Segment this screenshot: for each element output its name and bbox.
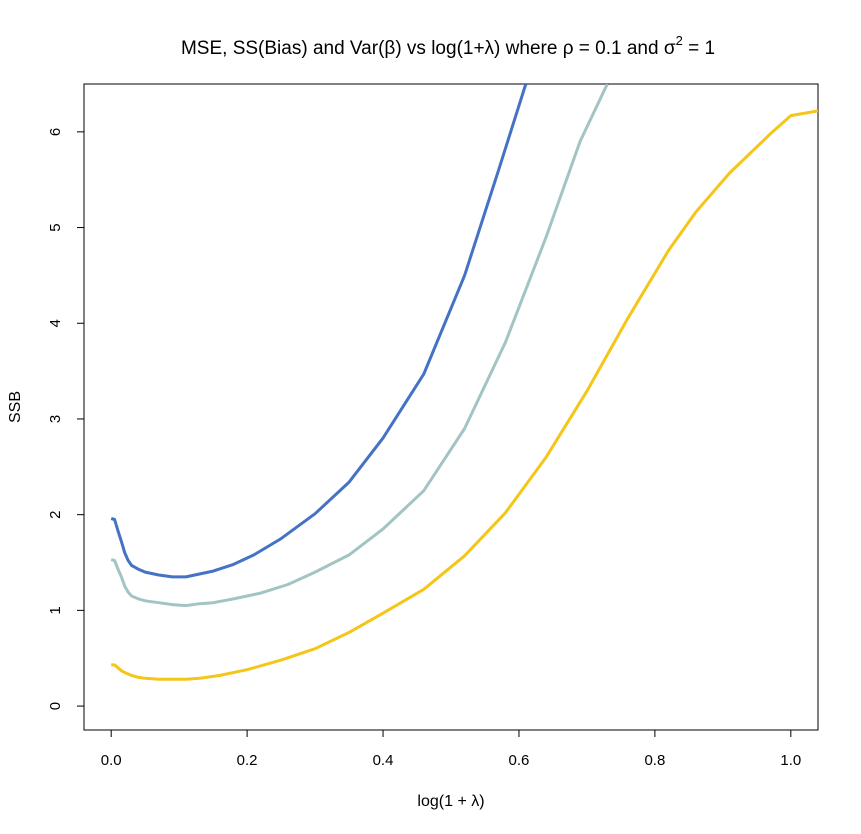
chart-title-tail: = 1 bbox=[683, 38, 715, 59]
y-tick-label: 5 bbox=[47, 223, 64, 231]
y-tick-label: 3 bbox=[47, 415, 64, 423]
chart-title: MSE, SS(Bias) and Var(β) vs log(1+λ) whe… bbox=[181, 33, 715, 59]
y-tick-label: 1 bbox=[47, 606, 64, 614]
y-tick-label: 0 bbox=[47, 702, 64, 710]
x-tick-label: 0.2 bbox=[237, 752, 258, 769]
x-tick-label: 0.6 bbox=[509, 752, 530, 769]
series-layer bbox=[110, 84, 818, 681]
series-line-2 bbox=[110, 84, 609, 608]
y-tick-label: 6 bbox=[47, 128, 64, 136]
chart-title-main: MSE, SS(Bias) and Var(β) vs log(1+λ) whe… bbox=[181, 38, 676, 59]
series-line-3 bbox=[111, 109, 818, 681]
x-axis-label: log(1 + λ) bbox=[417, 793, 484, 810]
y-tick-label: 4 bbox=[47, 319, 64, 327]
plot-frame bbox=[83, 83, 819, 731]
x-tick-label: 0.8 bbox=[644, 752, 665, 769]
y-axis-label: SSB bbox=[7, 391, 24, 423]
x-tick-label: 0.4 bbox=[373, 752, 394, 769]
y-tick-label: 2 bbox=[47, 511, 64, 519]
series-line-1 bbox=[110, 84, 528, 579]
y-axis: 0 1 2 3 4 5 6 bbox=[47, 128, 85, 710]
x-axis: 0.0 0.2 0.4 0.6 0.8 1.0 bbox=[101, 729, 801, 769]
x-tick-label: 1.0 bbox=[780, 752, 801, 769]
chart-title-superscript: 2 bbox=[676, 33, 683, 48]
x-tick-label: 0.0 bbox=[101, 752, 122, 769]
